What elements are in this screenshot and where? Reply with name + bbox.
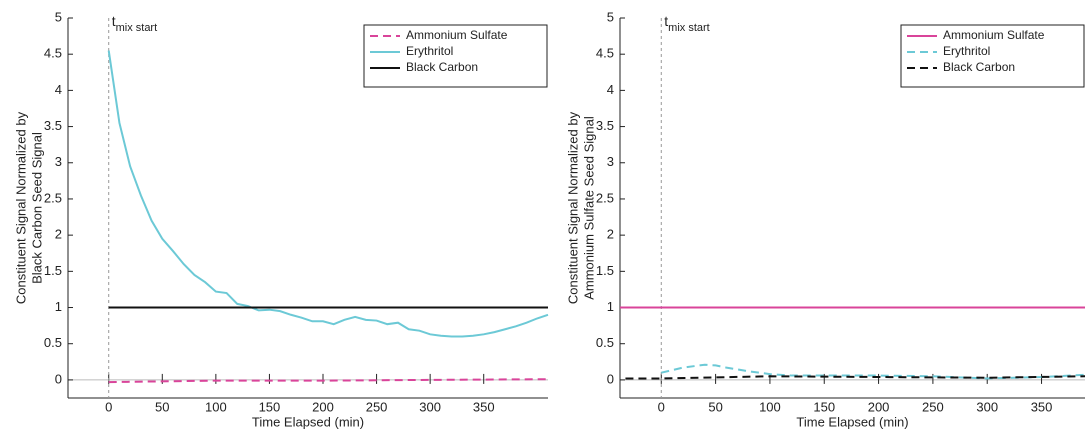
annotation-subscript: mix start — [116, 22, 158, 34]
x-tick-label: 0 — [658, 399, 665, 414]
x-tick-label: 300 — [976, 399, 998, 414]
x-tick-label: 350 — [1031, 399, 1053, 414]
annotation: tmix start — [112, 13, 157, 34]
x-tick-label: 150 — [259, 399, 281, 414]
legend: Ammonium Sulfate Erythritol Black Carbon — [363, 24, 548, 88]
x-tick-label: 300 — [419, 399, 441, 414]
y-tick-label: 2.5 — [44, 190, 62, 205]
y-tick-label: 4 — [607, 82, 614, 97]
x-tick-label: 100 — [205, 399, 227, 414]
y-tick-label: 0 — [607, 371, 614, 386]
y-tick-label: 2.5 — [596, 190, 614, 205]
series-line — [107, 50, 549, 338]
y-tick-label: 1 — [607, 299, 614, 314]
legend-label: Erythritol — [406, 44, 453, 58]
y-tick-label: 1.5 — [44, 263, 62, 278]
series-line — [108, 378, 549, 384]
y-tick-label: 4.5 — [596, 46, 614, 61]
x-tick-label: 150 — [813, 399, 835, 414]
legend-label: Black Carbon — [943, 60, 1015, 74]
y-axis-label: Black Carbon Seed Signal — [29, 132, 44, 284]
y-tick-label: 0.5 — [596, 335, 614, 350]
y-tick-label: 2 — [55, 227, 62, 242]
y-axis-label: Constituent Signal Normalized by — [565, 111, 580, 304]
y-tick-label: 3 — [55, 154, 62, 169]
x-tick-label: 200 — [868, 399, 890, 414]
x-axis-label: Time Elapsed (min) — [252, 414, 364, 429]
annotation-text: t — [112, 13, 116, 29]
y-tick-label: 4.5 — [44, 46, 62, 61]
y-tick-label: 3 — [607, 154, 614, 169]
y-tick-label: 3.5 — [44, 118, 62, 133]
x-tick-label: 200 — [312, 399, 334, 414]
y-tick-label: 1.5 — [596, 263, 614, 278]
annotation-text: t — [664, 13, 668, 29]
x-tick-label: 50 — [155, 399, 169, 414]
annotation: tmix start — [664, 13, 709, 34]
y-tick-label: 5 — [55, 9, 62, 24]
x-axis-label: Time Elapsed (min) — [796, 414, 908, 429]
x-tick-label: 250 — [366, 399, 388, 414]
x-tick-label: 250 — [922, 399, 944, 414]
x-tick-label: 0 — [105, 399, 112, 414]
x-tick-label: 100 — [759, 399, 781, 414]
legend-label: Ammonium Sulfate — [943, 28, 1045, 42]
series-line — [625, 375, 1086, 380]
y-tick-label: 2 — [607, 227, 614, 242]
legend-label: Erythritol — [943, 44, 990, 58]
y-tick-label: 4 — [55, 82, 62, 97]
legend-box — [363, 24, 548, 88]
x-tick-label: 350 — [473, 399, 495, 414]
annotation-subscript: mix start — [668, 22, 710, 34]
y-axis-label: Constituent Signal Normalized by — [13, 111, 28, 304]
y-tick-label: 0.5 — [44, 335, 62, 350]
y-tick-label: 1 — [55, 299, 62, 314]
y-tick-label: 0 — [55, 371, 62, 386]
y-axis-label: Ammonium Sulfate Seed Signal — [581, 116, 596, 300]
legend-label: Black Carbon — [406, 60, 478, 74]
x-tick-label: 50 — [708, 399, 722, 414]
legend: Ammonium Sulfate Erythritol Black Carbon — [900, 24, 1085, 88]
legend-label: Ammonium Sulfate — [406, 28, 508, 42]
y-tick-label: 3.5 — [596, 118, 614, 133]
y-tick-label: 5 — [607, 9, 614, 24]
